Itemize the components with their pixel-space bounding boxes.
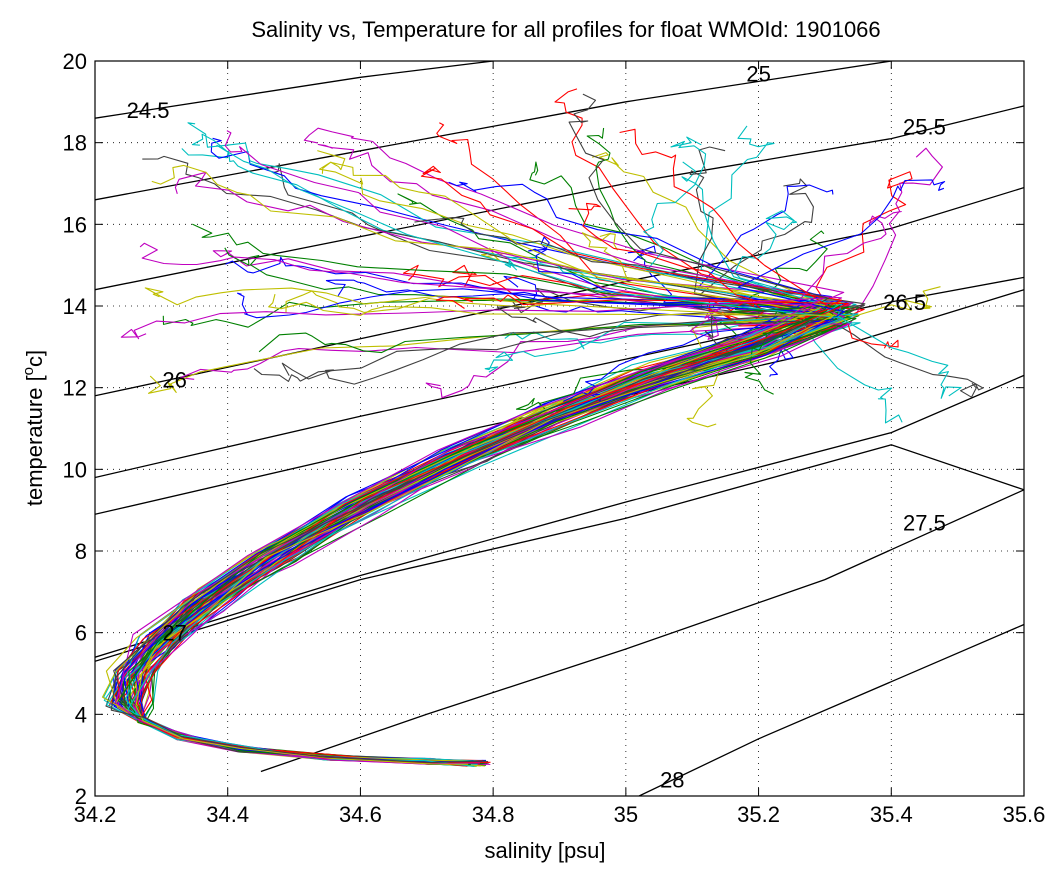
plot-frame (94, 60, 1025, 797)
y-axis-label-superscript: o (20, 367, 37, 375)
x-tick-label: 35.2 (737, 802, 780, 827)
y-tick-label: 16 (63, 212, 87, 237)
y-axis-label-suffix: c] (22, 350, 47, 367)
x-tick-label: 34.6 (339, 802, 382, 827)
profile-line (124, 302, 962, 762)
profile-line (134, 307, 852, 766)
x-tick-label: 34.4 (206, 802, 249, 827)
chart-title: Salinity vs, Temperature for all profile… (251, 17, 880, 42)
x-axis-ticks: 34.2 34.4 34.6 34.8 35 35.2 35.4 35.6 (74, 61, 1046, 827)
profile-line (114, 297, 825, 765)
profile-line (135, 293, 835, 765)
profile-line (138, 147, 943, 762)
y-tick-label: 6 (75, 621, 87, 646)
profile-line (143, 322, 861, 766)
density-contour-line (638, 623, 1024, 796)
density-contour-line (95, 61, 494, 119)
profile-line (122, 327, 837, 767)
profile-line (128, 303, 849, 766)
density-contour-line (260, 489, 1024, 773)
profile-line (113, 312, 819, 765)
profile-line (110, 305, 815, 764)
profile-line (140, 306, 847, 762)
y-tick-label: 2 (75, 784, 87, 809)
density-contour-label: 25.5 (903, 114, 946, 139)
y-tick-label: 12 (63, 376, 87, 401)
density-contour-label: 26.5 (883, 290, 926, 315)
profile-line (118, 312, 825, 765)
y-axis-label-prefix: temperature [ (22, 375, 47, 506)
density-contour-label: 24.5 (127, 98, 170, 123)
y-tick-label: 14 (63, 294, 87, 319)
profile-line (134, 304, 865, 767)
profile-line (126, 320, 899, 766)
density-contour-label: 27.5 (903, 510, 946, 535)
density-contour-label: 28 (660, 768, 684, 793)
y-tick-label: 8 (75, 539, 87, 564)
y-tick-label: 18 (63, 131, 87, 156)
profile-line (139, 236, 849, 764)
x-tick-label: 34.2 (74, 802, 117, 827)
profile-line (131, 193, 849, 766)
density-contour-label: 27 (162, 621, 186, 646)
density-contour-label: 26 (162, 368, 186, 393)
x-tick-label: 35.6 (1003, 802, 1046, 827)
profile-line (128, 178, 836, 763)
density-contour-line (95, 276, 1024, 479)
profile-line (103, 305, 903, 762)
profile-line (136, 299, 861, 766)
y-axis-ticks: 2 4 6 8 10 12 14 16 18 20 (63, 49, 1024, 809)
profile-line (135, 286, 941, 765)
y-tick-label: 10 (63, 457, 87, 482)
x-tick-label: 35 (614, 802, 638, 827)
density-contour-line (95, 61, 892, 201)
profile-line (113, 256, 824, 763)
profile-lines (101, 88, 984, 767)
profile-line (109, 313, 821, 764)
y-tick-label: 4 (75, 702, 87, 727)
x-tick-label: 35.4 (870, 802, 913, 827)
y-axis-label: temperature [oc] (20, 350, 47, 506)
profile-line (129, 256, 842, 766)
density-contour-line (95, 444, 1024, 662)
x-tick-label: 34.8 (472, 802, 515, 827)
y-tick-label: 20 (63, 49, 87, 74)
profile-line (108, 171, 913, 766)
x-axis-label: salinity [psu] (484, 838, 605, 863)
